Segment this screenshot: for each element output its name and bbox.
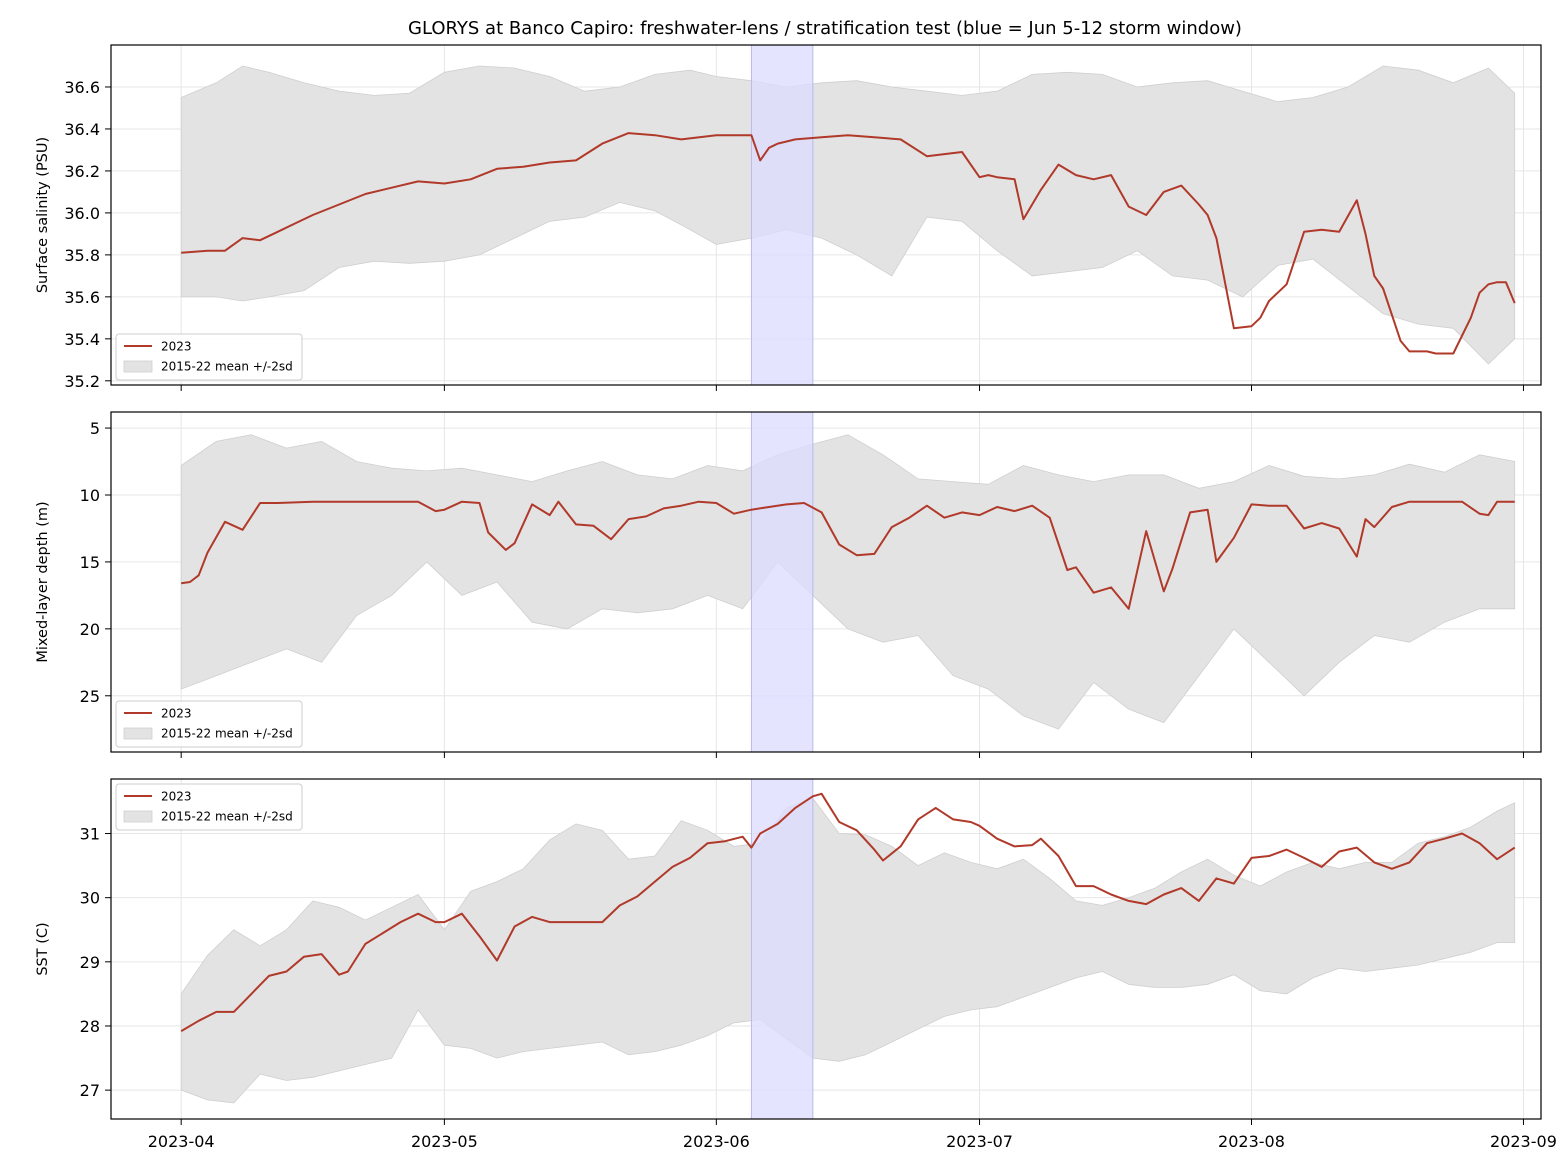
y-tick-label: 20 bbox=[80, 620, 100, 639]
y-axis-label: Surface salinity (PSU) bbox=[35, 137, 51, 293]
legend-band-swatch bbox=[123, 360, 153, 373]
y-tick-label: 29 bbox=[80, 953, 100, 972]
legend-label-band: 2015-22 mean +/-2sd bbox=[161, 810, 293, 824]
y-tick-label: 5 bbox=[90, 419, 100, 438]
storm-window-shading bbox=[750, 45, 814, 385]
axes-frame bbox=[110, 411, 1542, 753]
legend-box bbox=[115, 783, 303, 831]
axes-frame bbox=[110, 44, 1542, 386]
y-tick-label: 10 bbox=[80, 486, 100, 505]
legend: 2023 2015-22 mean +/-2sd bbox=[115, 700, 303, 748]
y-tick-label: 31 bbox=[80, 825, 100, 844]
legend-label-2023: 2023 bbox=[161, 790, 192, 804]
axes-frame bbox=[110, 778, 1542, 1120]
series-line-2023 bbox=[181, 500, 1515, 610]
series-line-2023 bbox=[181, 132, 1516, 355]
y-tick-label: 25 bbox=[80, 687, 100, 706]
series-line-2023 bbox=[180, 792, 1516, 1032]
x-tick-label: 2023-04 bbox=[148, 1132, 215, 1151]
legend-box bbox=[115, 333, 303, 381]
x-tick-label: 2023-07 bbox=[946, 1132, 1013, 1151]
plot-area bbox=[180, 412, 1516, 752]
y-tick-label: 27 bbox=[80, 1081, 100, 1100]
y-tick-label: 35.2 bbox=[64, 372, 100, 391]
plot-area bbox=[180, 45, 1516, 385]
legend-label-band: 2015-22 mean +/-2sd bbox=[161, 727, 293, 741]
panel-3: 2023-04 2023-05 2023-06 2023-07 2023-08 2023-… bbox=[35, 778, 1557, 1151]
legend: 2023 2015-22 mean +/-2sd bbox=[115, 333, 303, 381]
y-axis-label: SST (C) bbox=[35, 922, 51, 975]
legend-band-swatch bbox=[123, 810, 153, 823]
band-mean-2sd bbox=[180, 65, 1516, 365]
y-tick-label: 36.2 bbox=[64, 162, 100, 181]
x-tick-label: 2023-08 bbox=[1218, 1132, 1285, 1151]
legend-label-2023: 2023 bbox=[161, 340, 192, 354]
y-tick-label: 35.4 bbox=[64, 330, 100, 349]
legend-band-swatch bbox=[123, 727, 153, 740]
storm-window-shading bbox=[750, 412, 814, 752]
legend: 2023 2015-22 mean +/-2sd bbox=[115, 783, 303, 831]
y-tick-label: 36.4 bbox=[64, 120, 100, 139]
storm-window-shading bbox=[750, 779, 814, 1119]
legend-label-2023: 2023 bbox=[161, 707, 192, 721]
y-tick-label: 28 bbox=[80, 1017, 100, 1036]
panels: 35.2 35.4 35.6 35.8 36.0 36.2 36.4 36.6 Surface … bbox=[35, 44, 1557, 1151]
y-tick-label: 15 bbox=[80, 553, 100, 572]
plot-area bbox=[180, 779, 1516, 1119]
band-mean-2sd bbox=[180, 434, 1516, 730]
legend-label-band: 2015-22 mean +/-2sd bbox=[161, 360, 293, 374]
x-tick-label: 2023-09 bbox=[1490, 1132, 1557, 1151]
y-tick-label: 35.8 bbox=[64, 246, 100, 265]
y-tick-label: 36.6 bbox=[64, 78, 100, 97]
y-axis-label: Mixed-layer depth (m) bbox=[35, 501, 51, 662]
panel-1: 35.2 35.4 35.6 35.8 36.0 36.2 36.4 36.6 Surface … bbox=[35, 44, 1542, 391]
y-tick-label: 30 bbox=[80, 889, 100, 908]
figure-title: GLORYS at Banco Capiro: freshwater-lens … bbox=[408, 18, 1242, 39]
panel-2: 5 10 15 20 25 Mixed-layer depth (m) 2023 2015-2… bbox=[35, 411, 1542, 758]
y-tick-label: 36.0 bbox=[64, 204, 100, 223]
legend-box bbox=[115, 700, 303, 748]
y-tick-label: 35.6 bbox=[64, 288, 100, 307]
band-mean-2sd bbox=[180, 797, 1516, 1104]
x-tick-label: 2023-06 bbox=[683, 1132, 750, 1151]
x-tick-label: 2023-05 bbox=[411, 1132, 478, 1151]
